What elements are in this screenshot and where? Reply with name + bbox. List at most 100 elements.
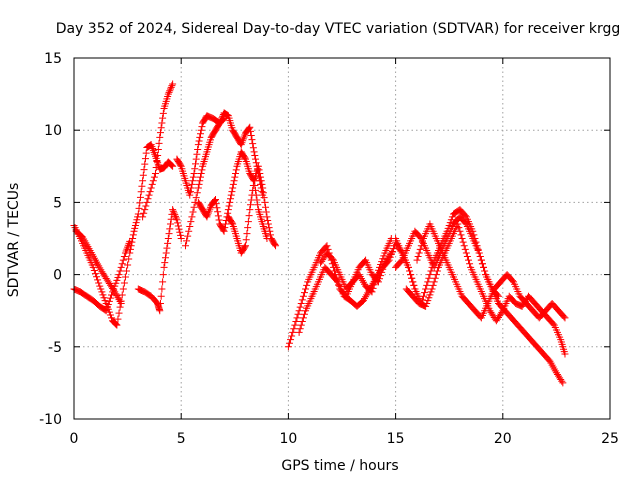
series-track-9: [224, 162, 280, 257]
series-track-16: [413, 220, 569, 322]
data-point: [285, 339, 293, 347]
data-point: [174, 222, 182, 230]
data-point: [424, 278, 432, 286]
data-point: [256, 170, 264, 178]
y-axis-label: SDTVAR / TECUs: [6, 183, 22, 298]
data-point: [211, 196, 219, 204]
data-point: [249, 140, 257, 148]
data-point: [266, 227, 274, 235]
data-point: [416, 233, 424, 241]
data-point: [150, 173, 158, 181]
data-point: [160, 263, 168, 271]
data-point: [232, 170, 240, 178]
data-point: [186, 222, 194, 230]
data-point: [417, 242, 425, 250]
y-tick-label: 10: [44, 123, 62, 139]
data-point: [193, 189, 201, 197]
data-point: [478, 260, 486, 268]
data-point: [138, 182, 146, 190]
data-point: [328, 255, 336, 263]
x-tick-label: 10: [279, 431, 297, 447]
data-point: [298, 296, 306, 304]
data-point: [164, 90, 172, 98]
data-point: [119, 285, 127, 293]
data-point: [291, 321, 299, 329]
data-point: [250, 148, 258, 156]
data-point: [377, 272, 385, 280]
data-point: [95, 279, 103, 287]
data-point: [158, 119, 166, 127]
y-tick-label: -5: [48, 340, 62, 356]
data-point: [102, 307, 110, 315]
data-point: [413, 256, 421, 264]
data-point: [261, 198, 269, 206]
grid-lines: [74, 58, 610, 419]
y-tick-labels: -10 -5 0 5 10 15: [39, 51, 62, 428]
data-point: [431, 274, 439, 282]
data-point: [424, 297, 432, 305]
data-point: [168, 162, 176, 170]
data-point: [258, 180, 266, 188]
data-point: [156, 307, 164, 315]
data-point: [114, 315, 122, 323]
data-point: [422, 302, 430, 310]
data-point: [190, 203, 198, 211]
data-point: [254, 201, 262, 209]
data-point: [117, 299, 125, 307]
data-point: [184, 232, 192, 240]
data-point: [241, 154, 249, 162]
data-point: [232, 166, 240, 174]
data-point: [433, 267, 441, 275]
data-point: [194, 145, 202, 153]
data-point: [158, 285, 166, 293]
data-point: [166, 85, 174, 93]
data-point: [244, 224, 252, 232]
data-point: [164, 235, 172, 242]
data-point: [185, 227, 193, 235]
data-point: [330, 267, 338, 275]
data-point: [260, 194, 268, 202]
data-point: [129, 231, 137, 239]
y-tick-label: 5: [53, 195, 62, 211]
data-point: [423, 281, 431, 289]
data-point: [190, 170, 198, 178]
data-point: [196, 130, 204, 138]
data-point: [228, 219, 236, 227]
data-point: [135, 204, 143, 212]
data-point: [168, 82, 176, 90]
data-point: [288, 332, 296, 340]
data-point: [97, 285, 105, 293]
data-point: [248, 191, 256, 199]
data-point: [106, 311, 114, 319]
data-point: [91, 270, 99, 278]
data-point: [133, 216, 141, 224]
data-point: [290, 325, 298, 333]
data-point: [225, 202, 233, 210]
data-point: [195, 137, 203, 145]
data-point: [169, 80, 177, 88]
data-point: [186, 188, 194, 196]
data-point: [192, 194, 200, 202]
data-point: [230, 177, 238, 185]
data-point: [432, 271, 440, 279]
data-point: [427, 288, 435, 296]
data-point: [115, 309, 123, 317]
data-point: [427, 267, 435, 275]
data-point: [429, 281, 437, 289]
data-point: [197, 126, 205, 134]
data-point: [105, 308, 113, 316]
data-point: [167, 161, 175, 169]
axis-ticks: [73, 57, 611, 420]
data-point: [508, 277, 516, 285]
data-point: [293, 314, 301, 322]
data-point: [165, 230, 173, 238]
y-tick-label: 0: [53, 268, 62, 284]
data-point: [226, 198, 234, 206]
data-point: [333, 277, 341, 285]
x-tick-label: 0: [70, 431, 79, 447]
series-track-2: [70, 237, 134, 315]
data-point: [145, 191, 153, 199]
series-track-11: [295, 239, 419, 336]
data-point: [462, 249, 470, 257]
